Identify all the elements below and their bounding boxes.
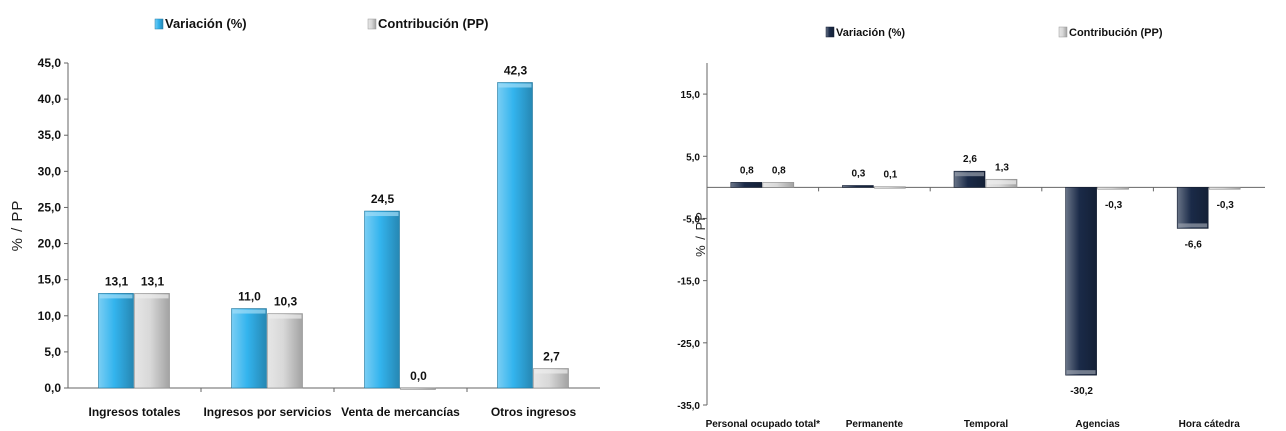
data-label: 0,8 — [740, 165, 754, 176]
bar-variacion — [730, 182, 763, 188]
bar-contribucion — [400, 387, 436, 390]
y-tick-label: 10,0 — [38, 309, 62, 323]
legend-label: Variación (%) — [165, 16, 247, 31]
x-tick-label: Otros ingresos — [491, 405, 577, 419]
chart-ingresos: Variación (%) Contribución (PP) 0,0 5,0 10,0… — [9, 16, 600, 419]
legend-label: Contribución (PP) — [1069, 27, 1163, 39]
x-tick-label: Hora cátedra — [1179, 419, 1241, 430]
legend-swatch — [154, 18, 164, 30]
bar-cap — [1066, 370, 1096, 375]
legend-label: Contribución (PP) — [378, 16, 489, 31]
y-axis-title: % / PP — [9, 200, 26, 252]
data-label: 0,8 — [772, 165, 786, 176]
data-label: 11,0 — [238, 290, 261, 304]
y-tick-label: -15,0 — [677, 277, 700, 288]
bar-cap — [534, 369, 568, 374]
bar-contribucion — [267, 313, 303, 389]
data-label: 2,7 — [543, 350, 560, 364]
data-label: 42,3 — [504, 64, 528, 78]
bar-contribucion — [762, 182, 795, 188]
bar-variacion — [1065, 187, 1097, 376]
x-tick-label: Ingresos por servicios — [203, 405, 331, 419]
y-tick-label: -25,0 — [677, 339, 700, 350]
bar-variacion — [231, 308, 267, 389]
y-tick-label: -5,0 — [683, 214, 701, 225]
bar-variacion — [1176, 187, 1209, 229]
bar-cap — [99, 294, 133, 299]
bar-cap — [268, 314, 302, 319]
bar-variacion — [842, 185, 874, 188]
bar-contribucion — [1097, 187, 1129, 190]
y-tick-label: 40,0 — [38, 92, 62, 106]
bar-cap — [498, 83, 532, 88]
bar-contribucion — [134, 293, 170, 389]
data-label: -0,3 — [1217, 200, 1235, 211]
bar-variacion — [98, 293, 134, 389]
x-tick-label: Venta de mercancías — [341, 405, 460, 419]
y-tick-label: 15,0 — [681, 90, 701, 101]
x-tick-label: Agencias — [1075, 419, 1120, 430]
legend-label: Variación (%) — [836, 27, 905, 39]
y-tick-label: 5,0 — [686, 152, 700, 163]
legend-swatch — [1058, 26, 1068, 38]
y-axis-title: % / PP — [693, 211, 708, 257]
data-label: 0,3 — [851, 168, 865, 179]
bar-cap — [1178, 223, 1208, 228]
data-label: 13,1 — [105, 274, 129, 288]
bar-contribucion — [874, 186, 906, 189]
data-label: -30,2 — [1070, 386, 1093, 397]
bar-variacion — [364, 210, 400, 389]
data-label: -0,3 — [1105, 200, 1123, 211]
y-tick-label: 45,0 — [38, 56, 62, 70]
bar-variacion — [497, 82, 533, 389]
chart-personal-ocupado: Variación (%) Contribución (PP) -35,0 -25,0… — [677, 26, 1265, 430]
y-tick-label: 5,0 — [44, 345, 61, 359]
data-label: 0,1 — [883, 170, 897, 181]
x-tick-label: Temporal — [964, 419, 1008, 430]
x-tick-label: Ingresos totales — [88, 405, 180, 419]
data-label: 24,5 — [371, 192, 395, 206]
bar-cap — [232, 309, 266, 314]
bar-cap — [955, 172, 984, 177]
x-tick-label: Personal ocupado total* — [706, 419, 821, 430]
data-label: 10,3 — [274, 295, 298, 309]
data-label: -6,6 — [1185, 239, 1203, 250]
x-tick-label: Permanente — [846, 419, 904, 430]
data-label: 13,1 — [141, 274, 165, 288]
bar-cap — [135, 294, 169, 299]
y-tick-label: 30,0 — [38, 164, 62, 178]
data-label: 0,0 — [410, 369, 427, 383]
y-tick-label: 15,0 — [38, 273, 62, 287]
bar-contribucion — [1208, 187, 1241, 190]
data-label: 2,6 — [963, 154, 977, 165]
bar-cap — [365, 212, 399, 217]
legend-swatch — [825, 26, 835, 38]
y-tick-label: 35,0 — [38, 128, 62, 142]
y-tick-label: 0,0 — [44, 381, 61, 395]
y-tick-label: -35,0 — [677, 401, 700, 412]
y-tick-label: 20,0 — [38, 237, 62, 251]
y-tick-label: 25,0 — [38, 200, 62, 214]
data-label: 1,3 — [995, 162, 1009, 173]
legend-swatch — [367, 18, 377, 30]
bar-cap — [987, 180, 1016, 185]
